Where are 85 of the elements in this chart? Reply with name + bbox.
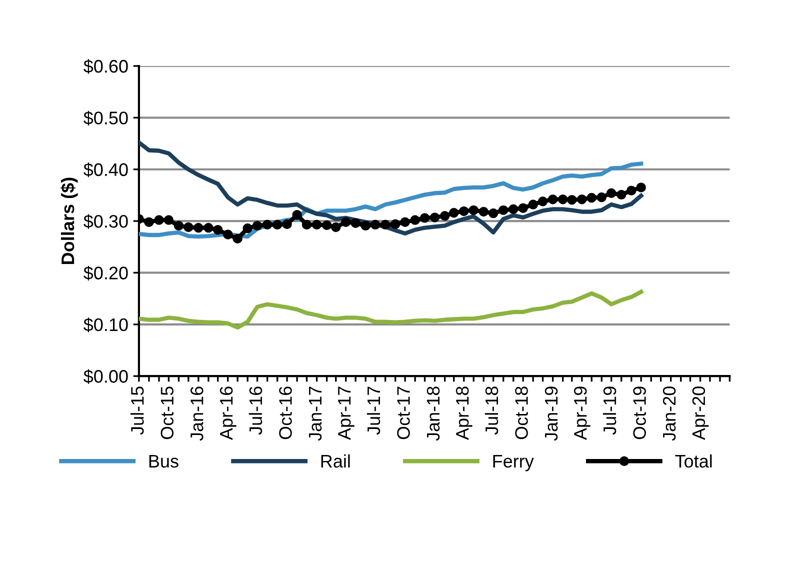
y-tick-label: $0.20 (84, 266, 128, 281)
x-tick-label: Jul-16 (248, 386, 262, 435)
point (242, 223, 252, 234)
point (558, 194, 568, 204)
x-tick-label: Jan-19 (544, 386, 558, 441)
point (262, 220, 272, 230)
x-tick-label: Oct-17 (397, 386, 410, 440)
line-series (138, 290, 644, 330)
x-tick-label: Jan-20 (662, 386, 676, 441)
legend-label: Total (675, 454, 712, 468)
y-tick-label: $0.60 (84, 59, 128, 74)
x-tick-label: Oct-15 (160, 386, 174, 440)
point (518, 203, 528, 213)
point (626, 186, 636, 196)
point (420, 213, 430, 223)
point (223, 230, 233, 240)
point (282, 219, 292, 230)
x-tick-label: Jan-16 (190, 386, 204, 441)
y-tick-label: $0.00 (84, 369, 128, 384)
point (498, 205, 508, 216)
x-tick-label: Oct-19 (633, 386, 646, 440)
point (302, 220, 312, 230)
x-tick-label: Oct-16 (279, 386, 292, 440)
legend-label: Ferry (493, 455, 534, 472)
x-tick-label: Jul-19 (602, 386, 616, 435)
point (204, 222, 214, 233)
point (538, 196, 548, 206)
point (350, 218, 360, 228)
point (567, 194, 577, 205)
point (606, 188, 616, 198)
point (252, 220, 262, 231)
legend-label: Rail (321, 454, 350, 468)
point (596, 192, 607, 202)
point (449, 208, 459, 218)
y-tick-label: $0.30 (84, 214, 128, 229)
y-tick-label: $0.50 (84, 110, 128, 126)
x-tick-label: Jul-18 (484, 386, 498, 435)
point (370, 220, 380, 230)
point (459, 206, 469, 216)
point (341, 217, 351, 227)
x-tick-label: Apr-20 (692, 386, 709, 440)
x-tick-label: Apr-19 (574, 386, 590, 440)
point (232, 234, 242, 244)
legend-label: Bus (149, 455, 178, 468)
x-tick-label: Jul-15 (130, 386, 144, 435)
point (292, 210, 302, 220)
point (410, 215, 420, 225)
point (380, 220, 390, 230)
point (272, 220, 282, 230)
point (478, 206, 488, 217)
x-tick-label: Apr-17 (338, 386, 354, 440)
point (322, 220, 332, 230)
point (488, 208, 498, 218)
point (184, 222, 194, 232)
point (577, 194, 587, 204)
point (312, 220, 322, 230)
y-tick-label: $0.10 (84, 318, 128, 332)
point (144, 217, 154, 227)
point (440, 211, 450, 221)
point (164, 215, 174, 225)
point (331, 222, 341, 232)
point (154, 215, 164, 225)
point (212, 224, 223, 235)
x-tick-label: Apr-18 (456, 386, 472, 440)
x-tick-label: Apr-16 (220, 386, 236, 440)
x-tick-label: Jan-17 (309, 386, 322, 441)
point (636, 182, 646, 192)
point (194, 222, 204, 233)
point (430, 212, 440, 222)
point (174, 220, 184, 231)
y-axis-title: Dollars ($) (60, 178, 78, 264)
point (468, 205, 478, 216)
point (400, 217, 410, 227)
x-tick-label: Jul-17 (366, 386, 380, 435)
point (390, 219, 400, 230)
point (528, 200, 538, 210)
point (548, 194, 558, 204)
y-tick-label: $0.40 (84, 162, 128, 178)
point (616, 190, 626, 200)
point (360, 220, 370, 231)
point (508, 204, 518, 214)
x-tick-label: Jan-18 (426, 386, 440, 441)
line-series (138, 140, 644, 236)
point (586, 192, 596, 203)
x-tick-label: Oct-18 (515, 386, 528, 440)
